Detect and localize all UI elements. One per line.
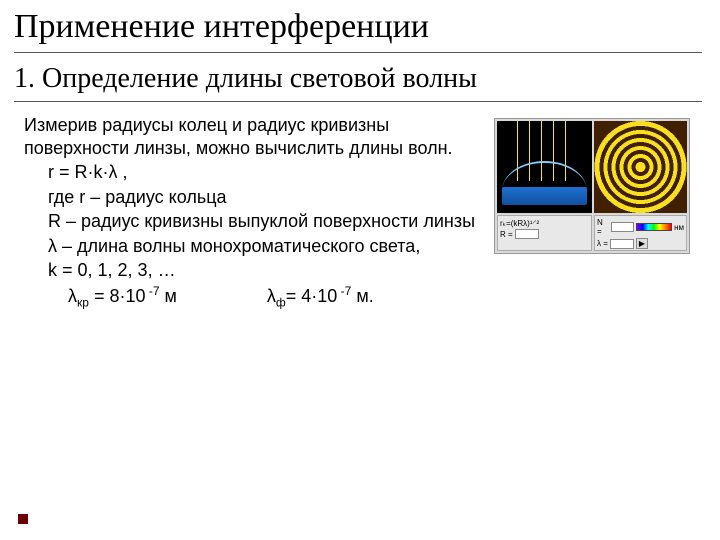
r-input[interactable]	[515, 229, 539, 239]
k-def-line: k = 0, 1, 2, 3, …	[24, 259, 494, 282]
divider-1	[14, 52, 702, 53]
play-button[interactable]: ▶	[636, 238, 648, 249]
lambda-violet-label: λ	[267, 286, 276, 306]
lambda-violet-sub: ф	[276, 295, 286, 309]
r-label: R =	[500, 230, 513, 239]
lambda-ctrl-label: λ =	[597, 239, 608, 248]
sim-top-row	[497, 121, 687, 213]
text-column: Измерив радиусы колец и радиус кривизны …	[24, 114, 494, 310]
r-def-line: R – радиус кривизны выпуклой поверхности…	[24, 210, 494, 233]
lambda-red-label: λ	[68, 286, 77, 306]
slide-subtitle: 1. Определение длины световой волны	[0, 61, 720, 99]
where-line: где r – радиус кольца	[24, 186, 494, 209]
controls-right: N = нм λ = ▶	[594, 215, 687, 251]
formula-line: r = R·k·λ ,	[24, 161, 494, 184]
lambda-red-val: = 8·10	[89, 286, 146, 306]
lambda-input[interactable]	[610, 239, 634, 249]
lambda-violet-val: = 4·10	[286, 286, 338, 306]
lambda-red-unit: м	[160, 286, 177, 306]
slide-title: Применение интерференции	[0, 0, 720, 50]
n-label: N =	[597, 218, 609, 236]
nm-label: нм	[674, 223, 684, 232]
lambda-values-row: λкр = 8·10 -7 м λф= 4·10 -7 м.	[24, 284, 494, 311]
n-input[interactable]	[611, 222, 634, 232]
formula-small: rₖ=(kRλ)¹⸍²	[500, 218, 589, 229]
simulation-widget: rₖ=(kRλ)¹⸍² R = N = нм λ =	[494, 118, 690, 254]
lambda-violet-unit: м.	[351, 286, 373, 306]
lens-cross-section-panel	[497, 121, 592, 213]
divider-2	[14, 101, 702, 102]
diagram-column: rₖ=(kRλ)¹⸍² R = N = нм λ =	[494, 114, 694, 310]
lambda-def-line: λ – длина волны монохроматического света…	[24, 235, 494, 258]
glass-plate-icon	[502, 187, 587, 205]
lambda-red: λкр = 8·10 -7 м	[68, 284, 177, 311]
spectrum-bar-icon	[636, 223, 672, 231]
lambda-violet: λф= 4·10 -7 м.	[267, 284, 374, 311]
lambda-red-exp: -7	[145, 284, 159, 298]
slide-bullet-icon	[18, 514, 28, 524]
content-row: Измерив радиусы колец и радиус кривизны …	[0, 114, 720, 310]
newton-rings-panel	[594, 121, 687, 213]
sim-controls-row: rₖ=(kRλ)¹⸍² R = N = нм λ =	[497, 215, 687, 251]
lambda-red-sub: кр	[77, 295, 89, 309]
intro-text: Измерив радиусы колец и радиус кривизны …	[0, 114, 494, 159]
lambda-violet-exp: -7	[337, 284, 351, 298]
controls-left: rₖ=(kRλ)¹⸍² R =	[497, 215, 592, 251]
